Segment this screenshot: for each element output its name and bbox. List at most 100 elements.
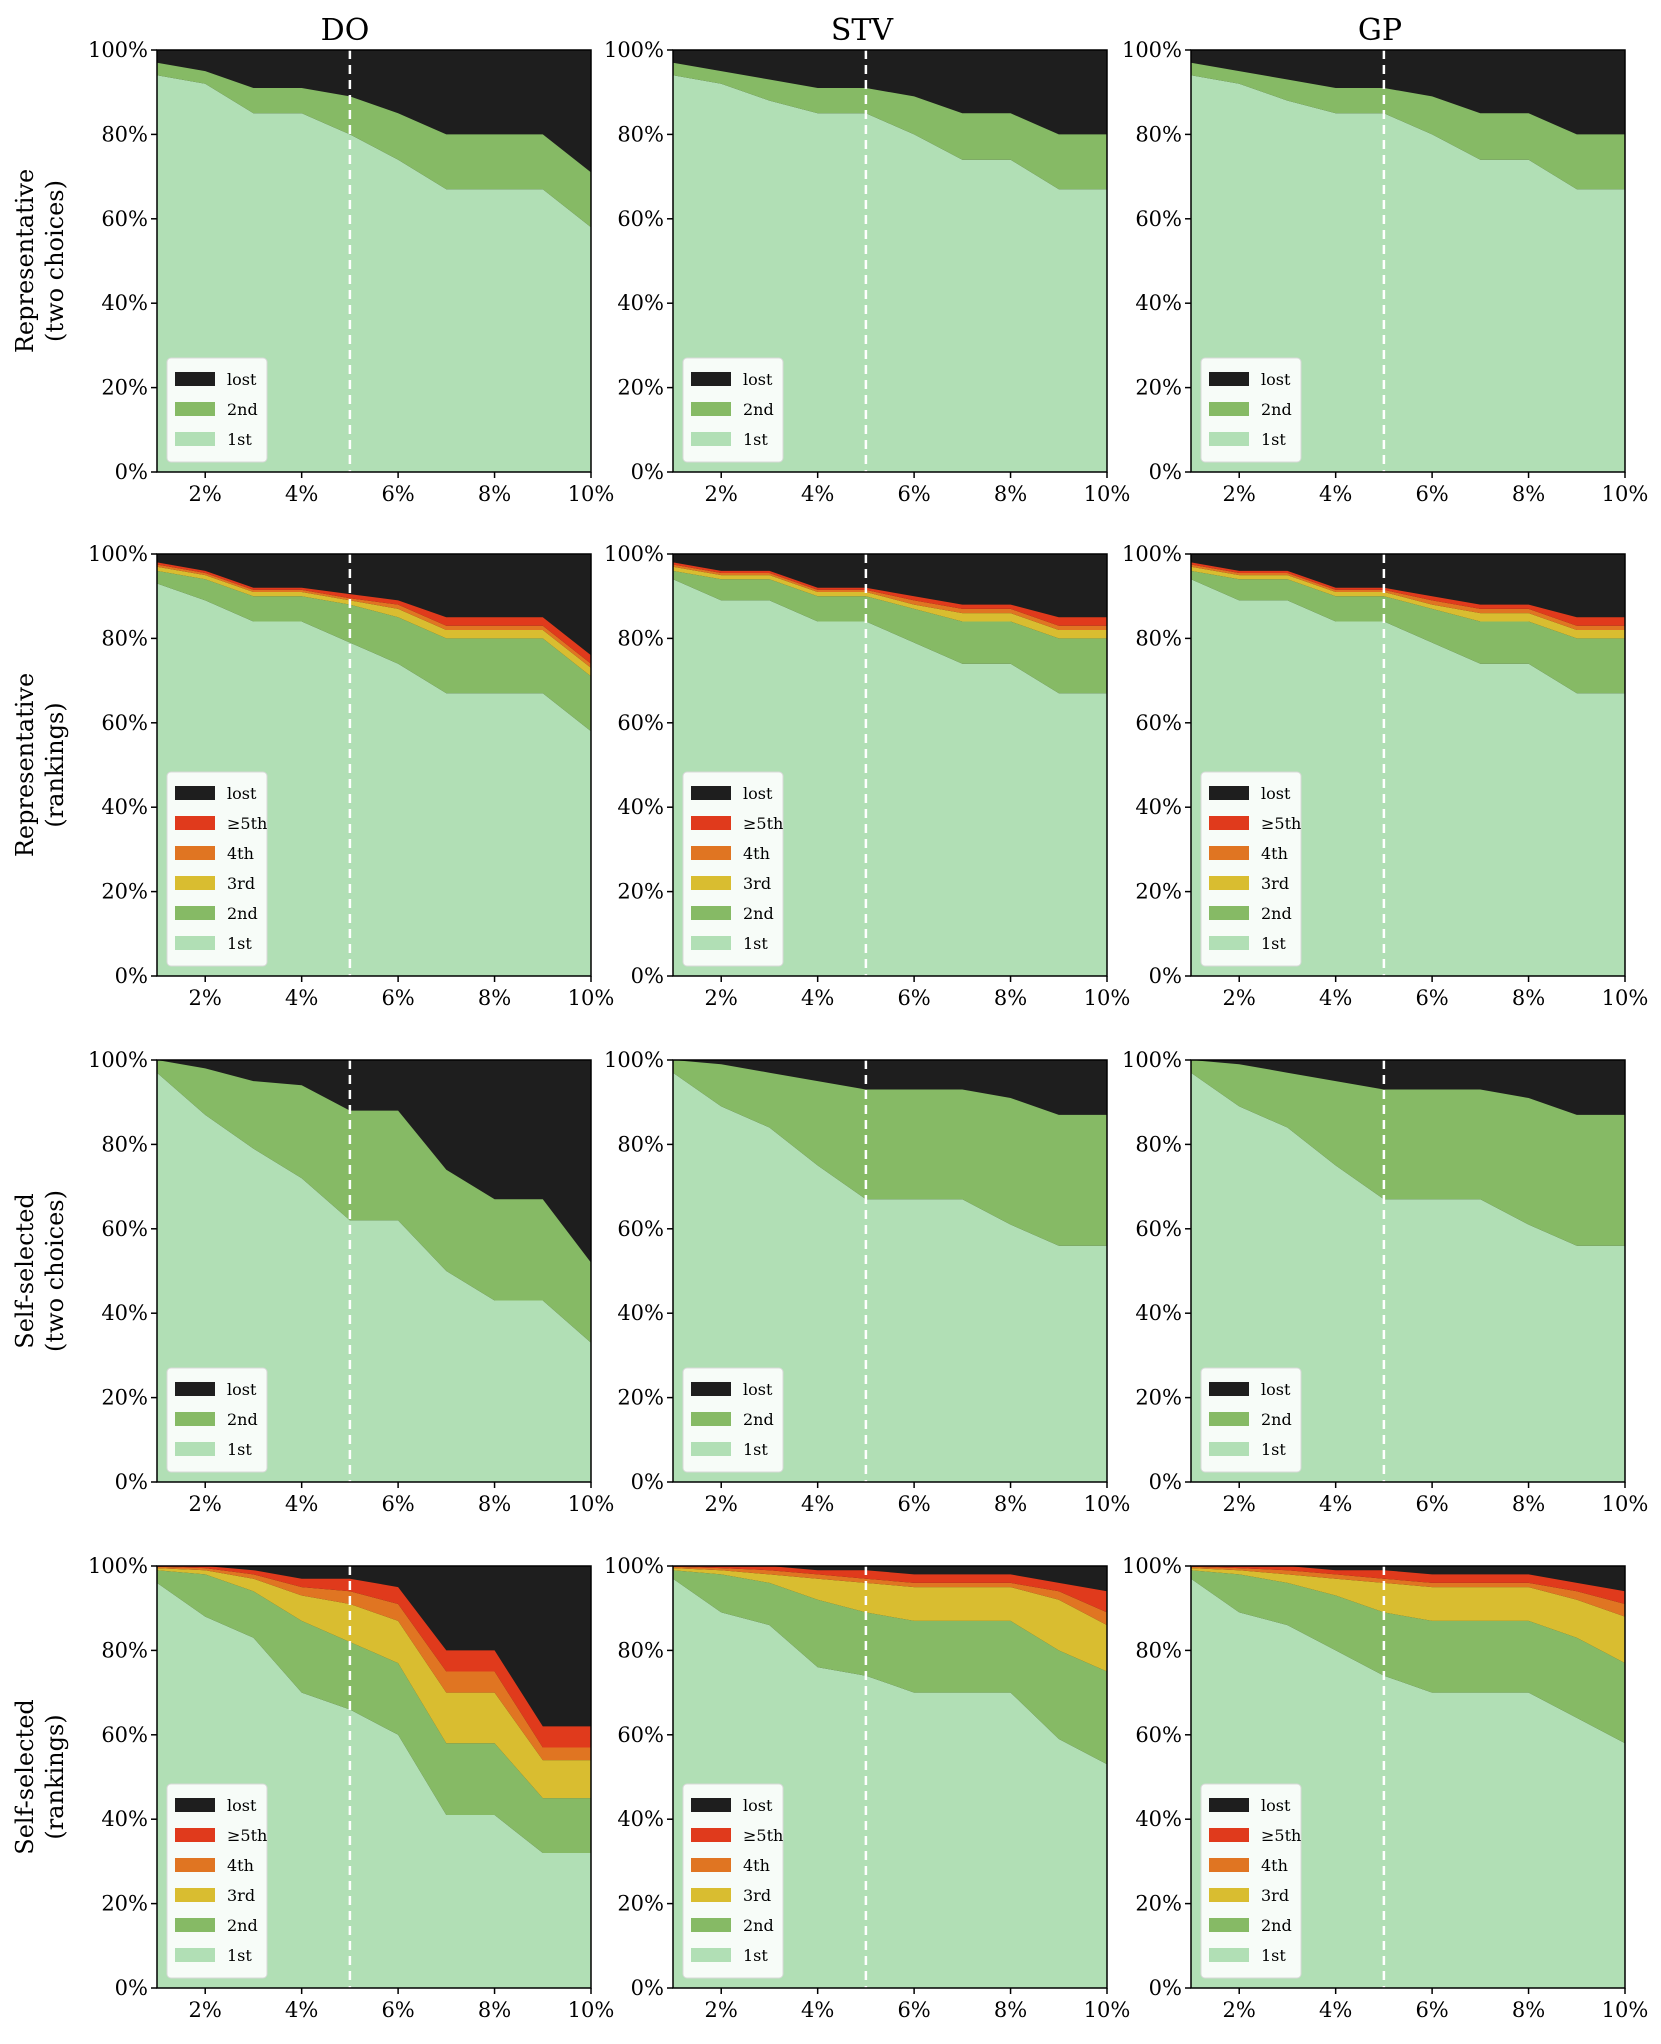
row-labels: Representative (two choices)Representativ… (11, 169, 69, 1855)
x-tick-label: 2% (705, 1998, 738, 2022)
axes-frame (156, 1565, 592, 1989)
legend-swatch-1st (691, 432, 731, 446)
area-3rd (1191, 1568, 1625, 1664)
y-tick-label: 40% (617, 1807, 664, 1831)
y-tick-label: 80% (101, 1638, 148, 1662)
legend-swatch-lost (1209, 1798, 1249, 1812)
column-title-gp: GP (1358, 13, 1402, 48)
x-tick-label: 8% (994, 986, 1027, 1010)
y-tick-label: 0% (1149, 1976, 1182, 2000)
legend-swatch-lost (691, 1798, 731, 1812)
area-2nd (157, 62, 591, 228)
x-tick-label: 6% (897, 482, 930, 506)
y-tick-label: 20% (1135, 880, 1182, 904)
y-tick-label: 60% (101, 711, 148, 735)
area-3rd (157, 566, 591, 677)
legend-label-1st: 1st (227, 430, 252, 449)
y-tick-label: 0% (115, 460, 148, 484)
x-tick-label: 2% (1223, 986, 1256, 1010)
y-tick-label: 100% (1122, 542, 1182, 566)
legend-label-3rd: 3rd (743, 1886, 771, 1905)
row-label-line1: Representative (11, 673, 39, 857)
legend-swatch-2nd (1209, 1412, 1249, 1426)
x-tick-label: 4% (801, 986, 834, 1010)
legend-swatch-2nd (175, 1412, 215, 1426)
legend-label-2nd: 2nd (743, 1410, 774, 1429)
area-4th (673, 564, 1107, 630)
x-tick-label: 10% (568, 1998, 615, 2022)
panel-do-row1: 0% 20% 40% 60% 80% 100% 2% 4% 6% 8% 10% lost ≥5th 4th… (88, 542, 614, 1010)
legend-label-2nd: 2nd (743, 400, 774, 419)
x-tick-label: 4% (801, 482, 834, 506)
row-label-0: Representative (two choices) (11, 169, 69, 353)
legend-swatch-4th (175, 1858, 215, 1872)
legend-swatch-1st (1209, 1442, 1249, 1456)
area-ge5th (157, 1566, 591, 1748)
panel-gp-row3: 0% 20% 40% 60% 80% 100% 2% 4% 6% 8% 10% lost ≥5th 4th… (1122, 1554, 1648, 2022)
legend-label-1st: 1st (227, 1946, 252, 1965)
y-tick-label: 60% (1135, 207, 1182, 231)
x-tick-label: 10% (1084, 482, 1131, 506)
legend-swatch-3rd (1209, 876, 1249, 890)
x-tick-label: 6% (1415, 986, 1448, 1010)
legend-swatch-lost (691, 372, 731, 386)
legend-swatch-1st (175, 432, 215, 446)
y-tick-label: 40% (101, 1807, 148, 1831)
row-label-line2: (two choices) (41, 180, 69, 342)
y-tick-label: 0% (631, 1976, 664, 2000)
y-tick-label: 20% (1135, 1892, 1182, 1916)
x-tick-label: 6% (897, 986, 930, 1010)
y-tick-label: 40% (617, 291, 664, 315)
legend-label-lost: lost (743, 1796, 773, 1815)
y-tick-label: 40% (101, 795, 148, 819)
y-tick-label: 60% (101, 207, 148, 231)
legend-swatch-2nd (1209, 906, 1249, 920)
x-tick-label: 10% (568, 1492, 615, 1516)
x-tick-label: 2% (189, 1492, 222, 1516)
y-tick-label: 40% (101, 1301, 148, 1325)
panel-stv-row3: 0% 20% 40% 60% 80% 100% 2% 4% 6% 8% 10% lost ≥5th 4th… (604, 1554, 1130, 2022)
x-tick-label: 6% (381, 1492, 414, 1516)
row-label-line2: (rankings) (41, 1714, 69, 1839)
area-4th (1191, 564, 1625, 630)
legend-label-4th: 4th (743, 1856, 770, 1875)
legend-label-1st: 1st (1261, 934, 1286, 953)
area-2nd (673, 1570, 1107, 1765)
x-tick-label: 4% (285, 986, 318, 1010)
y-tick-label: 60% (1135, 1217, 1182, 1241)
x-tick-label: 6% (1415, 1492, 1448, 1516)
column-title-do: DO (321, 13, 370, 48)
axes-frame (1190, 1059, 1626, 1483)
legend-swatch-3rd (1209, 1888, 1249, 1902)
legend-label-lost: lost (227, 370, 257, 389)
y-tick-label: 60% (617, 1723, 664, 1747)
x-tick-label: 10% (568, 482, 615, 506)
x-tick-label: 2% (189, 482, 222, 506)
legend: lost 2nd 1st (1200, 357, 1302, 463)
area-ge5th (673, 562, 1107, 626)
x-tick-label: 4% (285, 482, 318, 506)
legend-label-1st: 1st (1261, 1946, 1286, 1965)
y-tick-label: 0% (1149, 1470, 1182, 1494)
y-tick-label: 20% (617, 1386, 664, 1410)
y-tick-label: 20% (101, 880, 148, 904)
legend-label-4th: 4th (1261, 1856, 1288, 1875)
x-tick-label: 8% (478, 1492, 511, 1516)
y-tick-label: 80% (1135, 122, 1182, 146)
area-3rd (157, 1568, 591, 1799)
y-tick-label: 20% (617, 1892, 664, 1916)
legend-label-2nd: 2nd (1261, 1916, 1292, 1935)
x-tick-label: 8% (478, 986, 511, 1010)
legend-swatch-1st (175, 1948, 215, 1962)
legend-label-3rd: 3rd (743, 874, 771, 893)
area-4th (157, 564, 591, 668)
panel-stv-row1: 0% 20% 40% 60% 80% 100% 2% 4% 6% 8% 10% lost ≥5th 4th… (604, 542, 1130, 1010)
legend-swatch-2nd (175, 402, 215, 416)
legend-swatch-1st (1209, 432, 1249, 446)
x-tick-label: 4% (285, 1998, 318, 2022)
legend-label-1st: 1st (743, 1440, 768, 1459)
axes-frame (1190, 1565, 1626, 1989)
legend-swatch-2nd (691, 906, 731, 920)
panel-stv-row0: 0% 20% 40% 60% 80% 100% 2% 4% 6% 8% 10% lost 2nd 1st (604, 38, 1130, 506)
legend-swatch-ge5th (175, 1828, 215, 1842)
